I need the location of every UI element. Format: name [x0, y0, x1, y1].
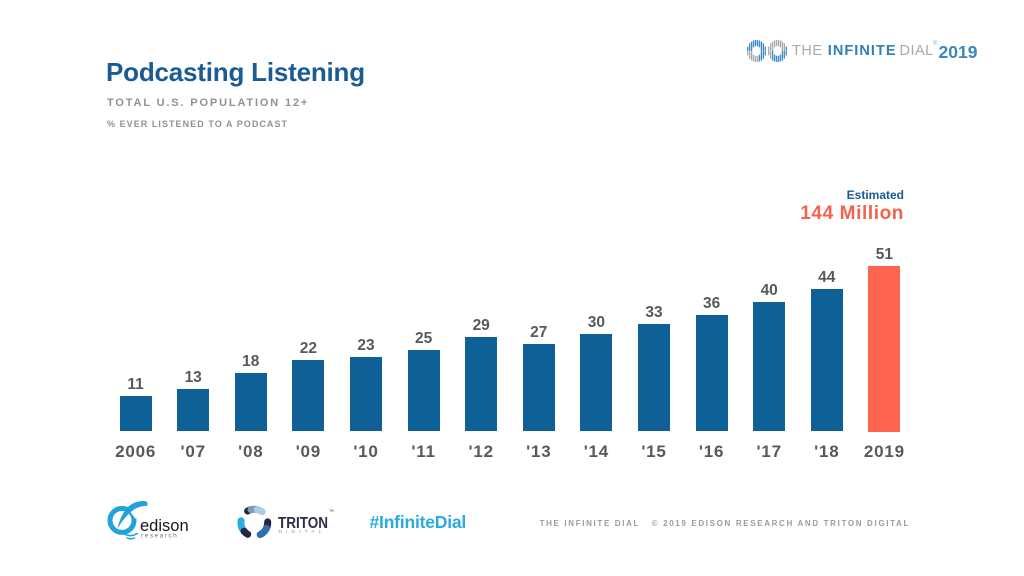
svg-text:DIGITAL: DIGITAL	[279, 529, 326, 534]
svg-text:research: research	[141, 532, 178, 539]
svg-text:™: ™	[329, 509, 334, 515]
svg-text:edison: edison	[140, 517, 189, 535]
svg-text:TRITON: TRITON	[278, 515, 328, 532]
